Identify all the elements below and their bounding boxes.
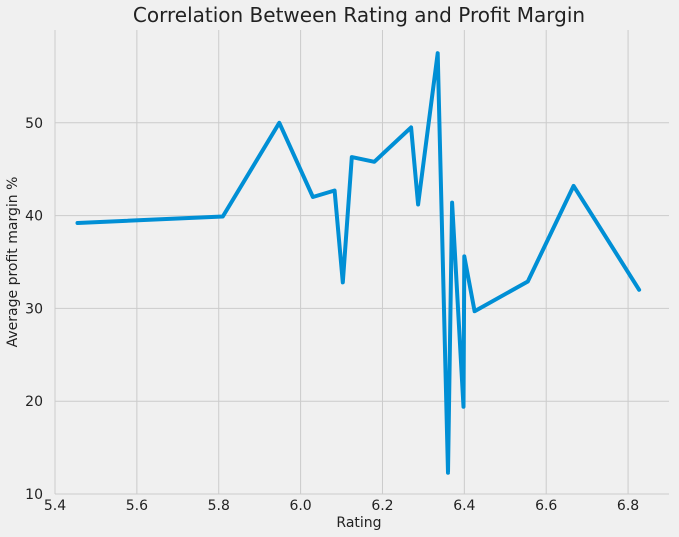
x-tick-label: 6.2 [371,498,393,514]
x-tick-label: 5.4 [44,498,66,514]
y-tick-labels: 10 20 30 40 50 [25,116,43,503]
y-tick-label: 10 [25,487,43,503]
chart-title: Correlation Between Rating and Profit Ma… [133,3,585,27]
x-tick-label: 6.0 [289,498,311,514]
series-group [75,51,642,475]
x-tick-label: 6.4 [453,498,475,514]
x-tick-label: 5.6 [126,498,148,514]
x-axis-label: Rating [336,515,381,531]
series-line [75,51,642,475]
y-tick-label: 40 [25,209,43,225]
x-tick-label: 6.6 [535,498,557,514]
y-tick-label: 20 [25,394,43,410]
y-axis-label: Average profit margin % [5,177,21,348]
x-tick-label: 6.8 [617,498,639,514]
x-tick-labels: 5.4 5.6 5.8 6.0 6.2 6.4 6.6 6.8 [44,498,639,514]
y-tick-label: 30 [25,301,43,317]
x-tick-label: 5.8 [208,498,230,514]
y-tick-label: 50 [25,116,43,132]
